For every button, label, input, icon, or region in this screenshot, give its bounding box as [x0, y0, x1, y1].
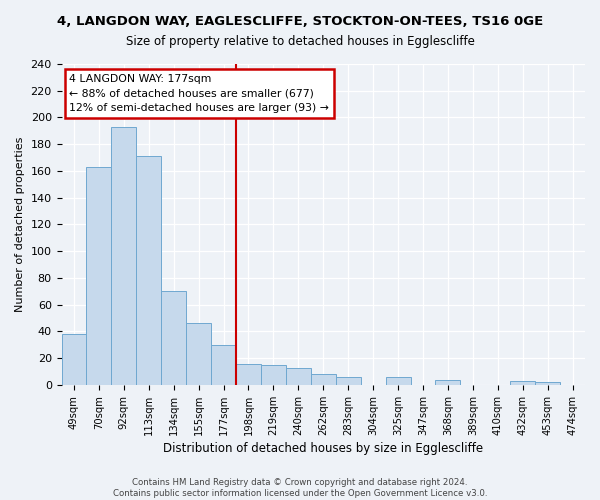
Bar: [535, 382, 560, 385]
Bar: [211, 345, 236, 385]
Bar: [311, 374, 336, 385]
Bar: [386, 377, 410, 385]
Text: 4, LANGDON WAY, EAGLESCLIFFE, STOCKTON-ON-TEES, TS16 0GE: 4, LANGDON WAY, EAGLESCLIFFE, STOCKTON-O…: [57, 15, 543, 28]
Bar: [286, 368, 311, 385]
Bar: [136, 156, 161, 385]
Bar: [510, 381, 535, 385]
Bar: [236, 364, 261, 385]
Bar: [186, 324, 211, 385]
Text: Contains HM Land Registry data © Crown copyright and database right 2024.
Contai: Contains HM Land Registry data © Crown c…: [113, 478, 487, 498]
X-axis label: Distribution of detached houses by size in Egglescliffe: Distribution of detached houses by size …: [163, 442, 484, 455]
Bar: [161, 292, 186, 385]
Bar: [112, 127, 136, 385]
Bar: [336, 377, 361, 385]
Bar: [62, 334, 86, 385]
Bar: [86, 167, 112, 385]
Bar: [261, 365, 286, 385]
Bar: [436, 380, 460, 385]
Text: 4 LANGDON WAY: 177sqm
← 88% of detached houses are smaller (677)
12% of semi-det: 4 LANGDON WAY: 177sqm ← 88% of detached …: [70, 74, 329, 113]
Y-axis label: Number of detached properties: Number of detached properties: [15, 137, 25, 312]
Text: Size of property relative to detached houses in Egglescliffe: Size of property relative to detached ho…: [125, 35, 475, 48]
